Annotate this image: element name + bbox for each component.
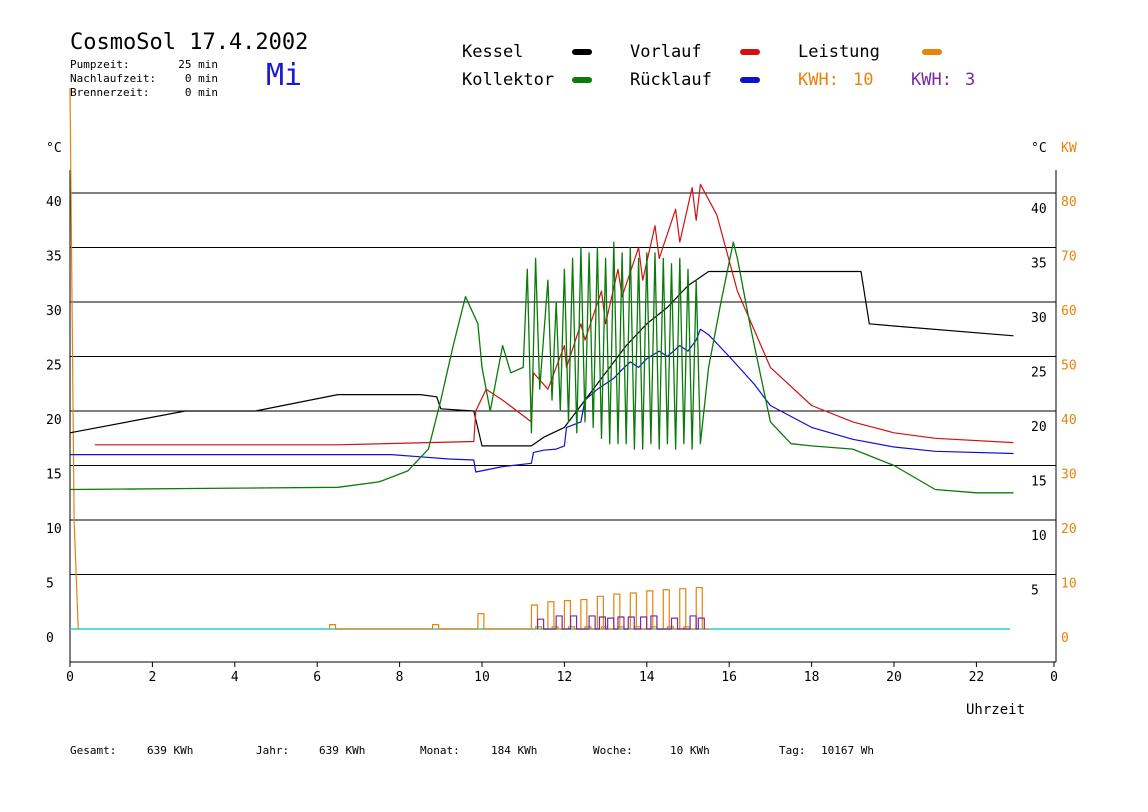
- x-axis-label: Uhrzeit: [966, 702, 1025, 718]
- y-tick-right-c: 5: [1031, 584, 1039, 599]
- y-tick-right-c: 15: [1031, 475, 1047, 490]
- y-tick-right-c: 20: [1031, 420, 1047, 435]
- weekday-label: Mi: [266, 58, 303, 93]
- right-axis-kw-unit: KW: [1061, 141, 1077, 156]
- series-vorlauf-line: [94, 183, 1014, 446]
- y-tick-left: 30: [46, 304, 62, 319]
- y-tick-right-kw: 10: [1061, 577, 1077, 592]
- x-tick-label: 8: [396, 670, 404, 685]
- footer-woche-label: Woche:: [593, 744, 633, 757]
- tick-labels: 0 2 4 6 8 10 12 14 16 18 20 22 0 0 5 10 15 20 25 30 35 40 5 10 1…: [46, 195, 1077, 685]
- series-lines: [69, 87, 1014, 630]
- series-leistung-line: [328, 586, 709, 630]
- legend-kollektor-swatch: [572, 77, 592, 83]
- stat-brennerzeit-label: Brennerzeit:: [70, 86, 150, 99]
- y-tick-right-kw: 40: [1061, 413, 1077, 428]
- legend-leistung-swatch: [922, 49, 942, 55]
- y-tick-right-kw: 80: [1061, 195, 1077, 210]
- x-tick-label: 6: [313, 670, 321, 685]
- legend-kwh1-value: 10: [853, 70, 874, 90]
- legend-kwh1-label: KWH:: [798, 70, 839, 90]
- legend-kwh2-value: 3: [965, 70, 976, 90]
- footer-jahr-label: Jahr:: [256, 744, 290, 757]
- y-tick-left: 20: [46, 413, 62, 428]
- y-tick-left: 10: [46, 522, 62, 537]
- x-tick-label: 10: [474, 670, 490, 685]
- legend-leistung-label: Leistung: [798, 42, 880, 62]
- legend-kessel-swatch: [572, 49, 592, 55]
- legend-vorlauf-swatch: [740, 49, 760, 55]
- x-tick-label: 4: [231, 670, 239, 685]
- legend-ruecklauf-label: Rücklauf: [630, 70, 712, 90]
- footer-tag-value: 10167 Wh: [821, 744, 874, 757]
- y-tick-left: 5: [46, 577, 54, 592]
- series-kollektor-line: [69, 241, 1014, 494]
- legend-vorlauf-label: Vorlauf: [630, 42, 702, 62]
- y-tick-right-c: 25: [1031, 366, 1047, 381]
- y-tick-right-kw: 50: [1061, 359, 1077, 374]
- y-tick-left: 15: [46, 468, 62, 483]
- right-axis-unit: °C: [1031, 141, 1047, 156]
- footer-gesamt-label: Gesamt:: [70, 744, 117, 757]
- y-tick-right-kw: 70: [1061, 250, 1077, 265]
- footer-tag-label: Tag:: [779, 744, 806, 757]
- footer-gesamt-value: 639 KWh: [147, 744, 194, 757]
- y-tick-right-kw: 30: [1061, 468, 1077, 483]
- axes: [69, 170, 1057, 667]
- x-tick-label: 16: [721, 670, 737, 685]
- x-tick-label: 12: [557, 670, 573, 685]
- chart-title: CosmoSol 17.4.2002: [70, 30, 309, 55]
- y-tick-right-c: 10: [1031, 529, 1047, 544]
- series-kwh2-line: [537, 615, 705, 630]
- stat-pumpzeit-value: 25 min: [178, 58, 218, 71]
- stat-brennerzeit-value: 0 min: [184, 86, 218, 99]
- grid-lines: [70, 192, 1056, 575]
- y-tick-right-c: 40: [1031, 202, 1047, 217]
- x-tick-label: 18: [804, 670, 820, 685]
- legend-kwh2-label: KWH:: [911, 70, 952, 90]
- legend-ruecklauf-swatch: [740, 77, 760, 83]
- x-tick-label: 2: [148, 670, 156, 685]
- footer-monat-label: Monat:: [420, 744, 460, 757]
- x-tick-label: 14: [639, 670, 655, 685]
- y-tick-right-kw: 20: [1061, 522, 1077, 537]
- footer-monat-value: 184 KWh: [491, 744, 538, 757]
- series-kessel-line: [69, 270, 1014, 447]
- y-tick-left: 35: [46, 250, 62, 265]
- stat-pumpzeit-label: Pumpzeit:: [70, 58, 130, 71]
- y-tick-right-c: 35: [1031, 257, 1047, 272]
- left-axis-unit: °C: [46, 141, 62, 156]
- y-tick-right-kw: 0: [1061, 631, 1069, 646]
- series-ruecklauf-line: [70, 328, 1014, 473]
- y-tick-left: 0: [46, 631, 54, 646]
- y-tick-left: 40: [46, 195, 62, 210]
- x-tick-label: 20: [886, 670, 902, 685]
- x-tick-label: 0: [1050, 670, 1058, 685]
- x-tick-label: 0: [66, 670, 74, 685]
- footer-jahr-value: 639 KWh: [319, 744, 366, 757]
- footer-woche-value: 10 KWh: [670, 744, 710, 757]
- legend-kollektor-label: Kollektor: [462, 70, 555, 90]
- y-tick-right-c: 30: [1031, 311, 1047, 326]
- stat-nachlaufzeit-label: Nachlaufzeit:: [70, 72, 157, 85]
- x-tick-label: 22: [969, 670, 985, 685]
- legend-kessel-label: Kessel: [462, 42, 524, 62]
- startup-spike: [69, 87, 79, 630]
- y-tick-right-kw: 60: [1061, 304, 1077, 319]
- stat-nachlaufzeit-value: 0 min: [184, 72, 218, 85]
- y-tick-left: 25: [46, 359, 62, 374]
